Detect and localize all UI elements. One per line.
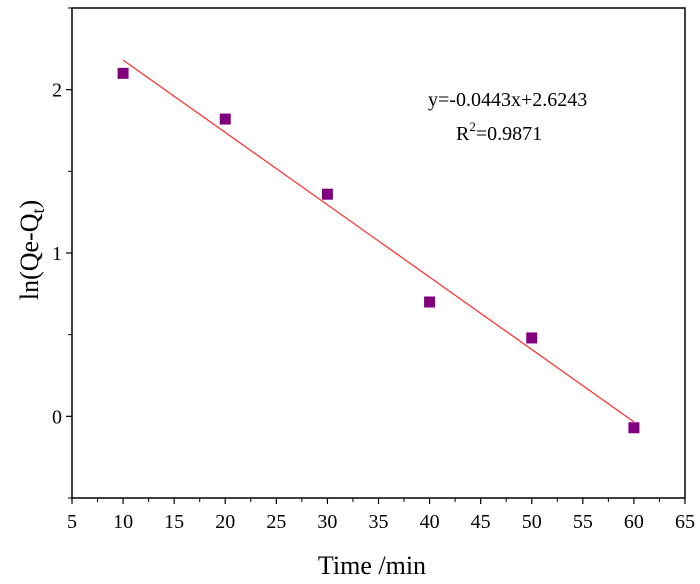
data-point (628, 422, 640, 434)
y-tick-label: 0 (52, 406, 62, 428)
plot-frame (71, 7, 686, 499)
y-axis-title-main: ln(Qe-Q (15, 213, 44, 300)
y-axis-title: ln(Qe-Qt) (15, 200, 48, 300)
fit-line-group (122, 59, 635, 423)
x-tick-label: 30 (317, 511, 337, 533)
r-squared-value: =0.9871 (476, 123, 542, 145)
fit-equation-label: y=-0.0443x+2.6243 (428, 89, 587, 111)
data-point (117, 67, 129, 79)
fit-line (122, 59, 635, 423)
x-tick-label: 55 (573, 511, 593, 533)
y-axis-title-close: ) (15, 200, 44, 209)
x-tick-label: 35 (369, 511, 389, 533)
x-tick-label: 20 (215, 511, 235, 533)
x-tick-labels: 5 10 15 20 25 30 35 40 45 50 55 60 65 (67, 511, 695, 533)
y-tick-label: 2 (52, 80, 62, 102)
x-tick-label: 45 (471, 511, 491, 533)
data-point (219, 113, 231, 125)
x-tick-label: 10 (113, 511, 133, 533)
r-squared-label: R2=0.9871 (456, 119, 542, 145)
y-axis-title-subscript: t (28, 209, 48, 214)
x-tick-label: 25 (266, 511, 286, 533)
data-point (321, 188, 333, 200)
x-axis-title: Time /min (318, 551, 426, 580)
plot-border (71, 7, 686, 499)
r-squared-prefix: R (456, 123, 470, 145)
data-point (526, 332, 538, 344)
x-tick-label: 60 (624, 511, 644, 533)
y-tick-label: 1 (52, 243, 62, 265)
y-tick-labels: 0 1 2 (52, 80, 62, 429)
r-squared-superscript: 2 (469, 119, 476, 134)
x-tick-label: 65 (675, 511, 695, 533)
data-point (424, 296, 436, 308)
x-tick-label: 5 (67, 511, 77, 533)
x-tick-label: 15 (164, 511, 184, 533)
x-tick-label: 40 (420, 511, 440, 533)
data-points (117, 67, 640, 434)
x-tick-label: 50 (522, 511, 542, 533)
axis-ticks (66, 7, 686, 504)
